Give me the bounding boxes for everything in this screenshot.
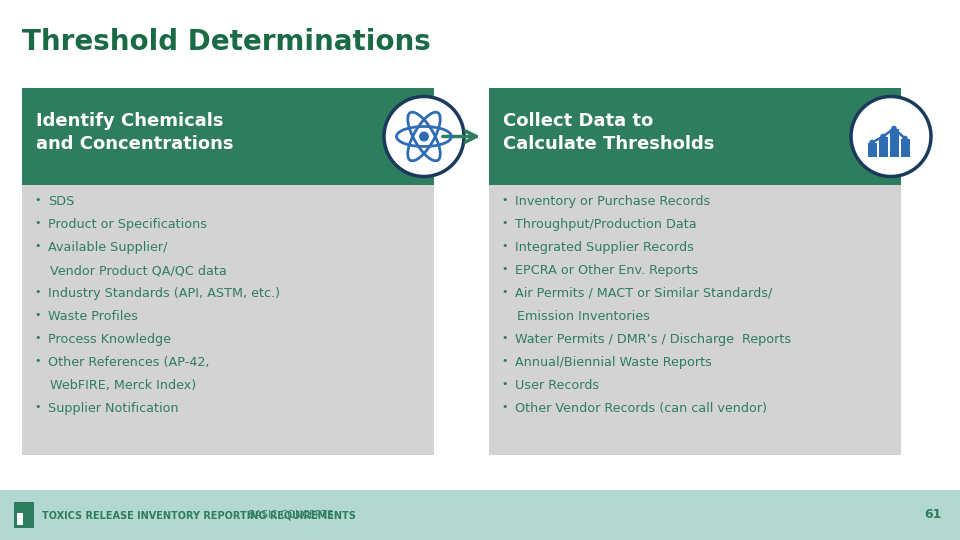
Circle shape [880,134,886,139]
Text: •: • [501,333,508,343]
Text: Other Vendor Records (can call vendor): Other Vendor Records (can call vendor) [515,402,767,415]
Text: Integrated Supplier Records: Integrated Supplier Records [515,241,694,254]
Text: User Records: User Records [515,379,599,392]
Bar [890,129,899,157]
Text: Annual/Biennial Waste Reports: Annual/Biennial Waste Reports [515,356,712,369]
Text: Waste Profiles: Waste Profiles [48,310,138,323]
Text: Process Knowledge: Process Knowledge [48,333,171,346]
Text: Available Supplier/: Available Supplier/ [48,241,167,254]
Circle shape [384,97,464,177]
Text: Industry Standards (API, ASTM, etc.): Industry Standards (API, ASTM, etc.) [48,287,280,300]
Text: EPCRA or Other Env. Reports: EPCRA or Other Env. Reports [515,264,698,277]
Text: Other References (AP-42,: Other References (AP-42, [48,356,209,369]
Text: •: • [501,218,508,228]
Bar [0,490,960,540]
Text: Supplier Notification: Supplier Notification [48,402,179,415]
Text: Identify Chemicals
and Concentrations: Identify Chemicals and Concentrations [36,112,233,153]
Text: •: • [34,310,40,320]
Text: Emission Inventories: Emission Inventories [517,310,650,323]
Text: Inventory or Purchase Records: Inventory or Purchase Records [515,195,710,208]
Text: •: • [501,356,508,366]
Text: WebFIRE, Merck Index): WebFIRE, Merck Index) [50,379,196,392]
Bar [901,138,910,157]
Bar [868,143,877,157]
Text: •: • [34,287,40,297]
Text: •: • [501,241,508,251]
Bar [17,513,23,525]
Text: : BASIC CONCEPTS: : BASIC CONCEPTS [242,510,333,520]
Circle shape [869,140,875,145]
Text: •: • [34,356,40,366]
Text: Collect Data to
Calculate Thresholds: Collect Data to Calculate Thresholds [503,112,714,153]
Text: TOXICS RELEASE INVENTORY REPORTING REQUIREMENTS: TOXICS RELEASE INVENTORY REPORTING REQUI… [42,510,356,520]
Text: SDS: SDS [48,195,74,208]
Text: •: • [34,218,40,228]
Text: Threshold Determinations: Threshold Determinations [22,28,431,56]
Text: 61: 61 [924,509,942,522]
Circle shape [851,97,931,177]
Bar [22,88,434,185]
Bar [879,137,888,157]
Text: •: • [34,241,40,251]
Bar [14,502,34,528]
Text: •: • [34,195,40,205]
Text: Throughput/Production Data: Throughput/Production Data [515,218,697,231]
Text: •: • [501,195,508,205]
Text: •: • [34,333,40,343]
Circle shape [891,126,897,131]
FancyArrowPatch shape [443,131,476,142]
Text: Product or Specifications: Product or Specifications [48,218,207,231]
Text: •: • [501,402,508,412]
Text: •: • [501,379,508,389]
Bar [22,185,434,455]
Bar [489,185,901,455]
Text: •: • [501,287,508,297]
Circle shape [902,136,908,141]
Text: •: • [34,402,40,412]
Text: Air Permits / MACT or Similar Standards/: Air Permits / MACT or Similar Standards/ [515,287,772,300]
Text: •: • [501,264,508,274]
Text: Water Permits / DMR’s / Discharge  Reports: Water Permits / DMR’s / Discharge Report… [515,333,791,346]
Text: Vendor Product QA/QC data: Vendor Product QA/QC data [50,264,227,277]
Bar [489,88,901,185]
Circle shape [419,132,429,141]
